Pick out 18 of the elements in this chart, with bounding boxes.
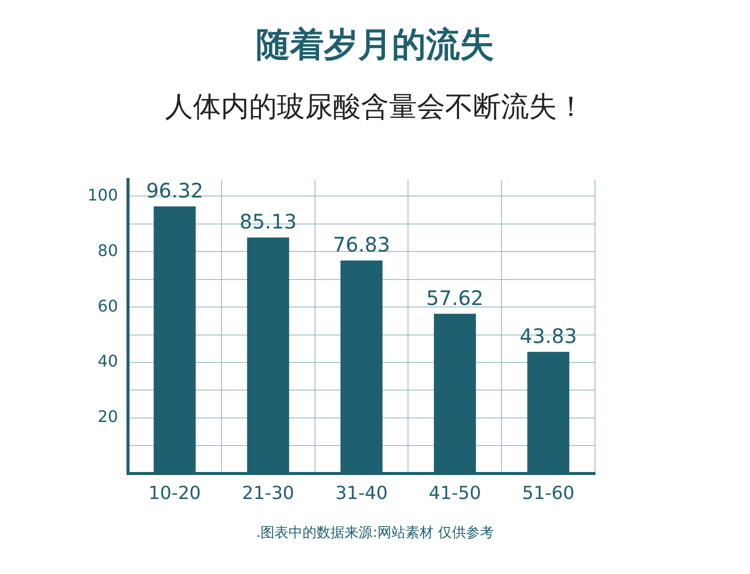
data-label: 85.13 <box>239 210 297 234</box>
chart-title: 随着岁月的流失 <box>255 24 495 67</box>
x-tick-label: 10-20 <box>148 482 201 504</box>
chart-subtitle: 人体内的玻尿酸含量会不断流失！ <box>164 89 586 125</box>
data-label: 57.62 <box>426 286 484 310</box>
x-tick-label: 31-40 <box>335 482 388 504</box>
data-label: 96.32 <box>146 178 204 203</box>
y-tick-label: 40 <box>98 352 118 371</box>
x-tick-label: 21-30 <box>242 482 294 504</box>
data-label: 76.83 <box>332 232 390 257</box>
y-tick-label: 100 <box>87 185 118 204</box>
y-tick-label: 60 <box>98 296 118 316</box>
y-tick-label: 20 <box>98 407 118 426</box>
x-tick-label: 41-50 <box>428 482 482 504</box>
text: .图表中的数据来源:网站素材 仅供参考 <box>255 524 495 542</box>
y-tick-label: 80 <box>98 240 118 260</box>
data-label: 43.83 <box>520 324 577 348</box>
x-tick-label: 51-60 <box>522 482 574 504</box>
